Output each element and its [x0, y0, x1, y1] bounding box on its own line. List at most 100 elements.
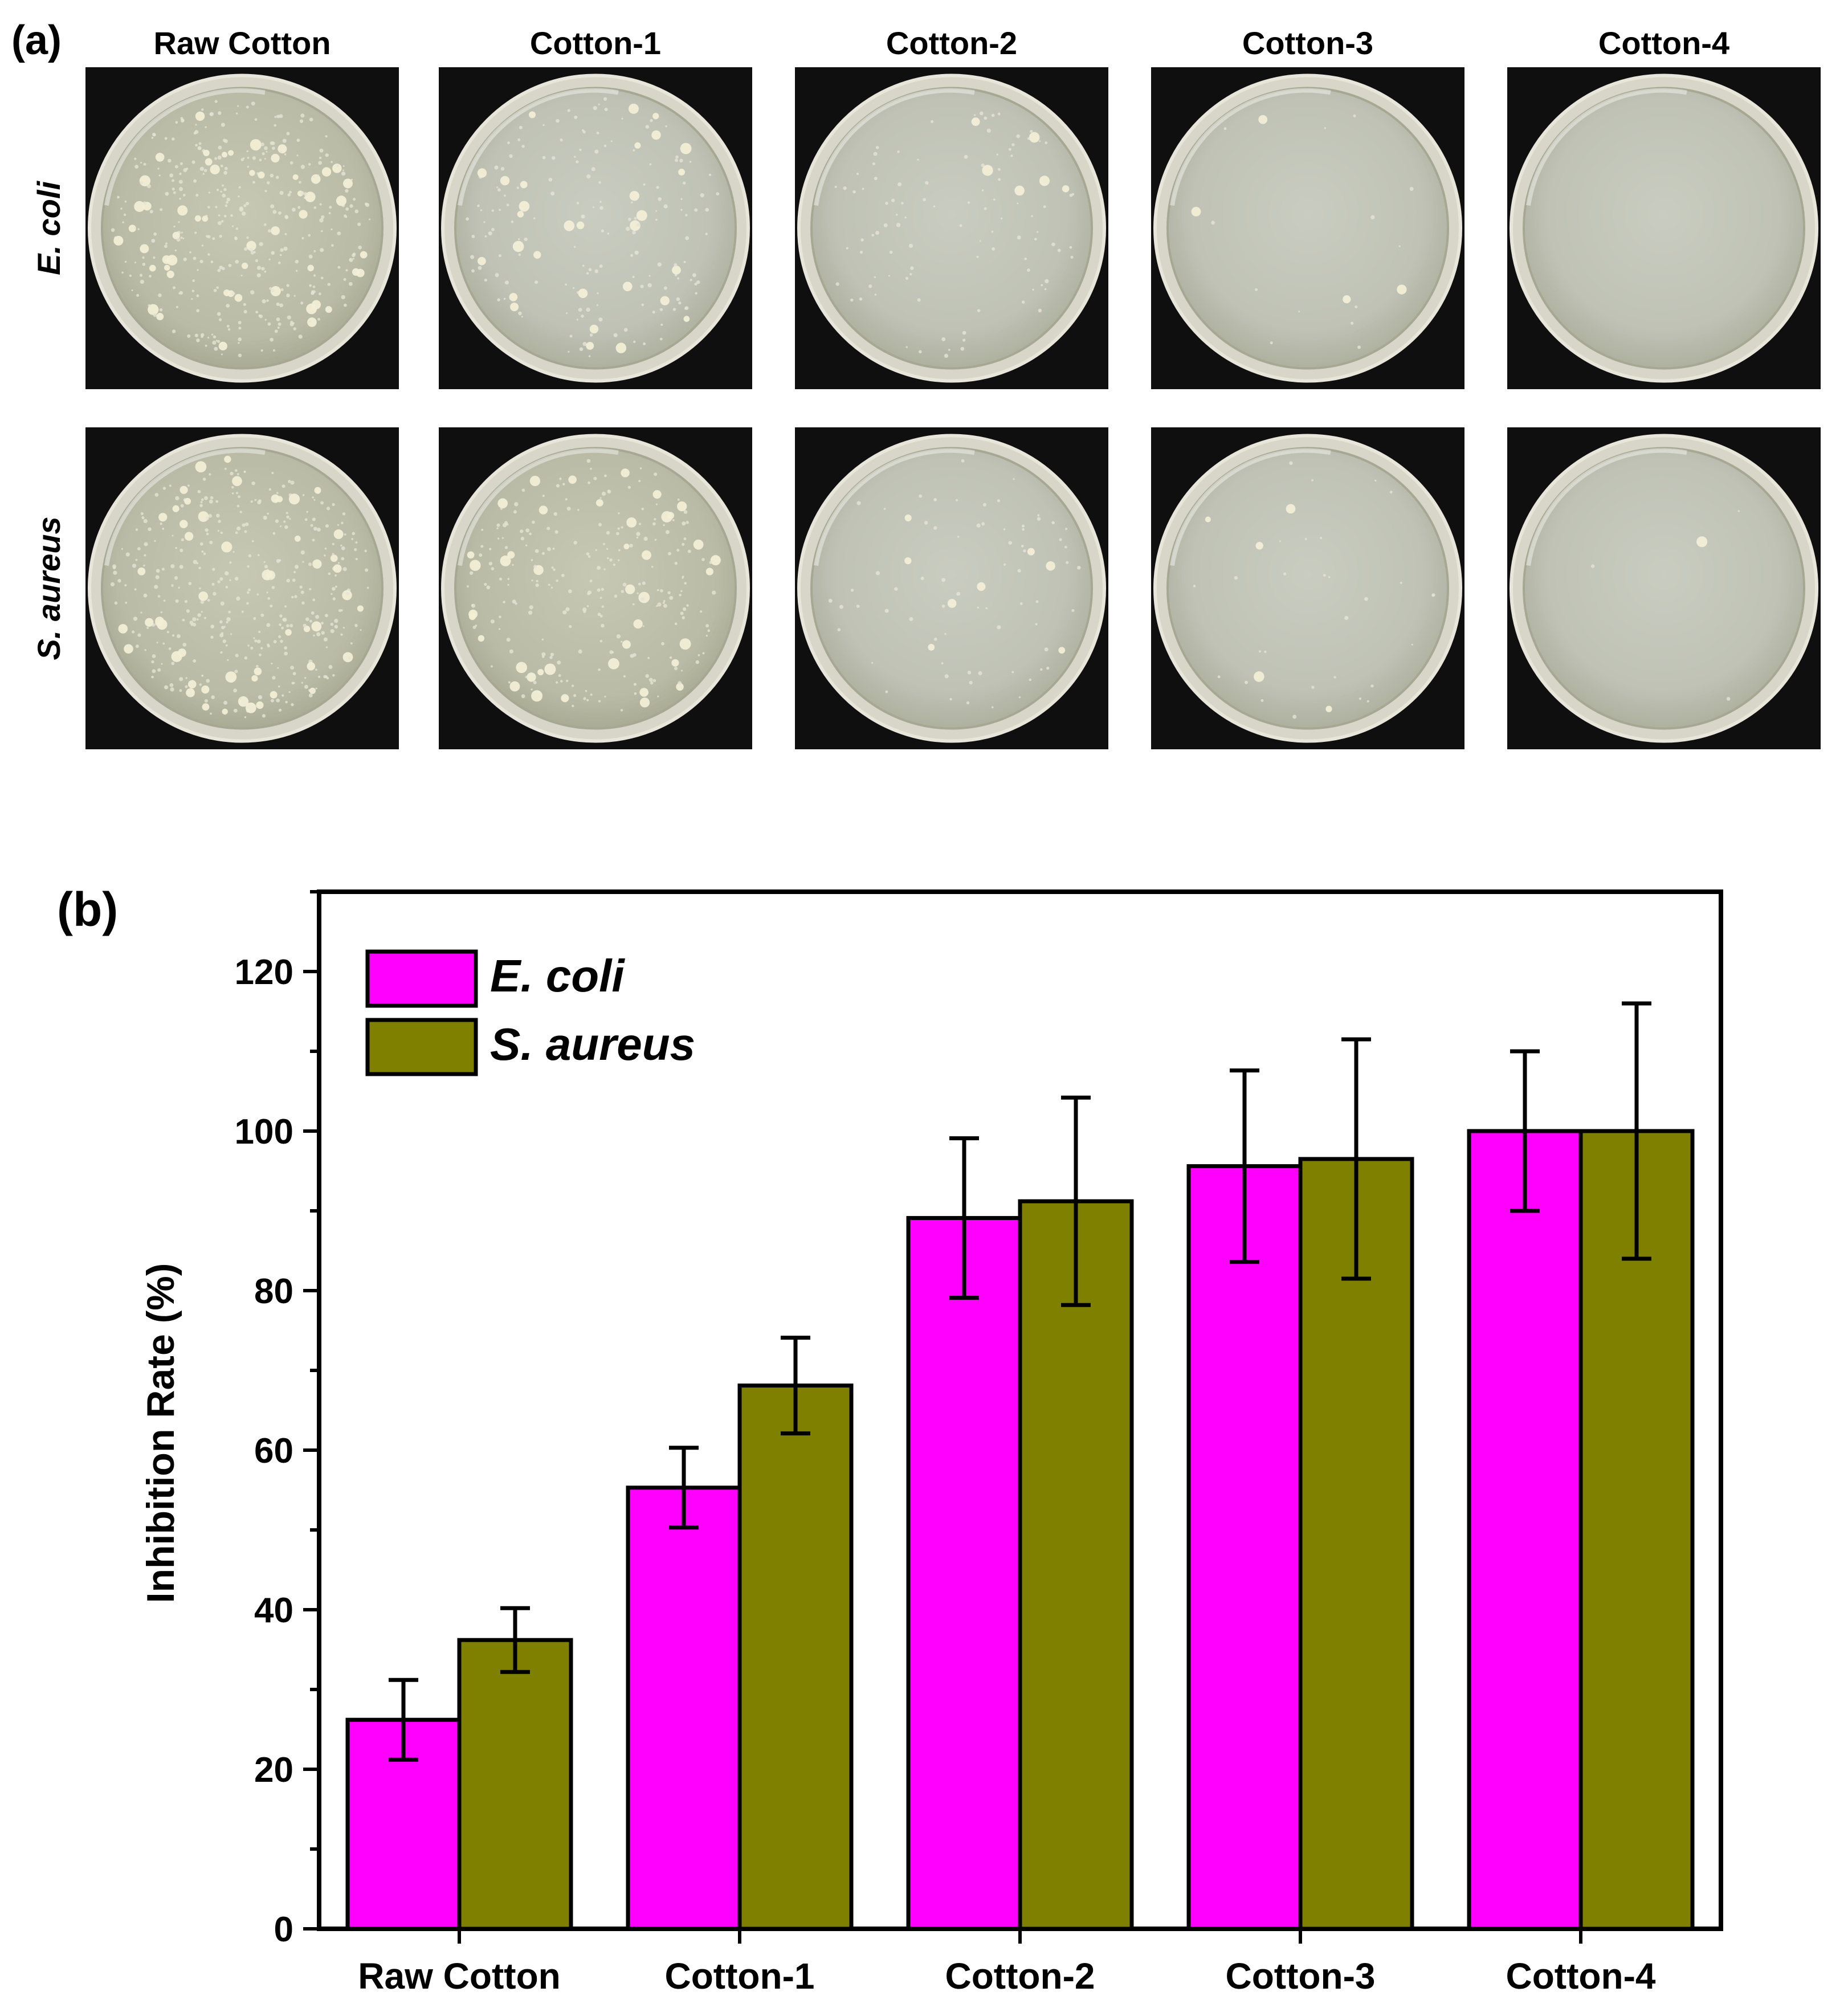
colony	[310, 524, 313, 527]
colony	[614, 594, 618, 598]
colony	[222, 708, 228, 715]
colony	[1026, 268, 1030, 272]
colony	[573, 541, 577, 545]
colony	[231, 291, 235, 296]
colony	[247, 644, 250, 647]
colony	[113, 235, 124, 246]
colony	[283, 520, 286, 523]
dish-glare	[814, 88, 975, 206]
colony	[560, 138, 563, 142]
colony	[517, 211, 524, 218]
colony	[271, 153, 280, 163]
colony	[293, 681, 295, 684]
colony	[1264, 650, 1267, 653]
colony	[194, 231, 197, 234]
panel-a: (a) Raw Cotton Cotton-1 Cotton-2 Cotton-3 Co…	[11, 18, 1821, 749]
colony	[221, 152, 228, 158]
colony	[207, 206, 210, 209]
colony	[1696, 536, 1708, 548]
colony	[897, 150, 900, 153]
colony	[230, 214, 233, 217]
colony	[327, 283, 331, 286]
colony	[661, 511, 673, 523]
colony	[321, 622, 324, 625]
colony	[1037, 514, 1040, 517]
colony	[1014, 185, 1025, 196]
colony	[168, 158, 172, 163]
colony	[586, 307, 590, 312]
colony	[1022, 528, 1025, 531]
colony	[158, 513, 168, 522]
colony	[985, 607, 988, 610]
colony	[531, 690, 543, 702]
colony	[931, 120, 934, 123]
colony	[506, 638, 511, 642]
colony	[678, 169, 685, 176]
colony	[588, 481, 590, 484]
colony	[122, 221, 124, 223]
colony	[137, 567, 146, 576]
colony	[246, 150, 248, 153]
colony	[291, 595, 294, 599]
colony	[1077, 566, 1081, 570]
colony	[270, 288, 274, 292]
colony	[997, 499, 1001, 503]
colony	[657, 695, 659, 697]
colony	[707, 629, 711, 632]
colony	[1590, 564, 1595, 568]
colony	[340, 633, 343, 636]
colony	[225, 671, 237, 683]
colony	[1017, 569, 1021, 573]
colony	[874, 293, 877, 296]
colony	[180, 485, 188, 494]
colony	[158, 293, 162, 297]
colony	[920, 577, 924, 581]
colony	[180, 504, 184, 508]
colony	[143, 162, 146, 166]
colony	[705, 634, 708, 637]
colony	[229, 561, 232, 564]
colony	[996, 153, 998, 156]
colony	[500, 555, 511, 566]
colony	[171, 584, 174, 587]
colony	[484, 278, 488, 282]
colony	[282, 138, 287, 143]
colony	[309, 320, 311, 323]
colony	[180, 236, 183, 239]
colony	[517, 238, 520, 240]
colony	[196, 338, 200, 342]
colony	[860, 238, 864, 242]
colony	[203, 552, 206, 556]
colony	[1359, 697, 1361, 700]
colony	[234, 670, 238, 674]
colony	[311, 611, 315, 615]
colony	[561, 574, 565, 577]
colony	[223, 626, 226, 628]
colony	[1260, 699, 1264, 702]
colony	[274, 329, 278, 333]
colony	[904, 557, 912, 565]
colony	[260, 142, 264, 146]
colony	[330, 629, 334, 634]
colony	[633, 149, 635, 152]
colony	[991, 706, 994, 709]
colony	[621, 117, 623, 120]
colony	[521, 694, 525, 699]
colony	[577, 509, 580, 511]
colony	[716, 192, 720, 196]
colony	[317, 174, 319, 177]
colony	[272, 532, 276, 535]
colony	[295, 259, 299, 264]
colony	[235, 227, 238, 230]
colony	[259, 242, 263, 246]
colony	[209, 112, 214, 116]
colony	[682, 577, 684, 579]
colony	[235, 654, 239, 658]
colony	[168, 647, 172, 650]
colony	[210, 712, 212, 715]
petri-dish	[85, 427, 399, 749]
colony	[300, 191, 304, 195]
colony	[933, 526, 937, 530]
petri-dish	[795, 67, 1108, 389]
colony	[283, 246, 288, 251]
